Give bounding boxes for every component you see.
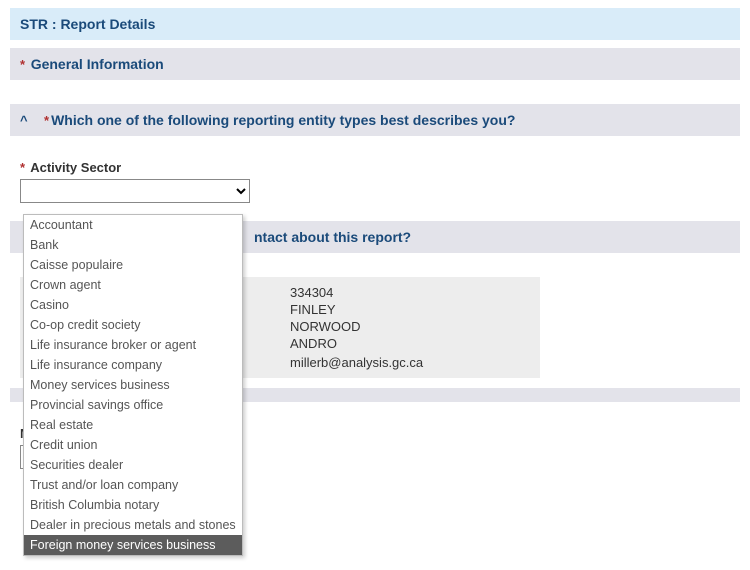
contact-row-value: NORWOOD [290,319,361,334]
question1-title: Which one of the following reporting ent… [51,112,515,128]
question2-title-fragment: ntact about this report? [254,229,411,245]
required-indicator: * [20,160,25,175]
activity-sector-field: * Activity Sector [20,160,730,203]
dropdown-option[interactable]: Provincial savings office [24,395,242,415]
activity-sector-dropdown-list[interactable]: AccountantBankCaisse populaireCrown agen… [23,214,243,556]
dropdown-option[interactable]: British Columbia notary [24,495,242,515]
required-indicator: * [44,113,49,128]
dropdown-option[interactable]: Dealer in precious metals and stones [24,515,242,535]
dropdown-option[interactable]: Money services business [24,375,242,395]
dropdown-option[interactable]: Crown agent [24,275,242,295]
chevron-up-icon: ^ [20,113,34,128]
dropdown-option[interactable]: Securities dealer [24,455,242,475]
report-title: STR : Report Details [20,16,155,32]
section-general-info[interactable]: * General Information [10,48,740,80]
dropdown-option[interactable]: Casino [24,295,242,315]
dropdown-option[interactable]: Credit union [24,435,242,455]
required-indicator: * [20,57,25,72]
dropdown-option[interactable]: Caisse populaire [24,255,242,275]
dropdown-option[interactable]: Life insurance company [24,355,242,375]
section-entity-type[interactable]: ^ * Which one of the following reporting… [10,104,740,136]
dropdown-option[interactable]: Bank [24,235,242,255]
activity-sector-select[interactable] [20,179,250,203]
dropdown-option[interactable]: Foreign money services business [24,535,242,555]
activity-sector-label-text: Activity Sector [30,160,121,175]
contact-row-value: FINLEY [290,302,336,317]
activity-sector-label: * Activity Sector [20,160,730,175]
contact-row-value: ANDRO [290,336,337,351]
section-general-title: General Information [31,56,164,72]
dropdown-option[interactable]: Accountant [24,215,242,235]
dropdown-option[interactable]: Real estate [24,415,242,435]
dropdown-option[interactable]: Co-op credit society [24,315,242,335]
contact-row-value: millerb@analysis.gc.ca [290,355,423,370]
report-banner: STR : Report Details [10,8,740,40]
dropdown-option[interactable]: Trust and/or loan company [24,475,242,495]
dropdown-option[interactable]: Life insurance broker or agent [24,335,242,355]
contact-row-value: 334304 [290,285,333,300]
